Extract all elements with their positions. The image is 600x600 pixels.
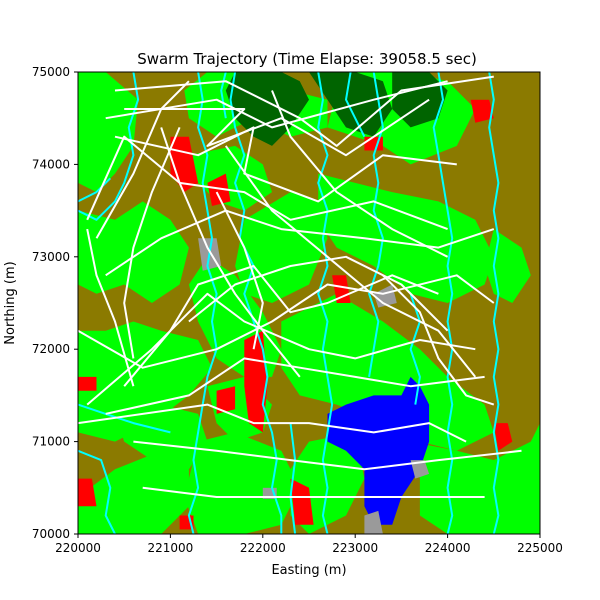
vegetation-patch-16	[78, 81, 106, 119]
fire-patch-2	[244, 330, 268, 433]
x-tick-label-4: 224000	[425, 541, 471, 555]
fire-patch-5	[78, 376, 97, 391]
water-body-0	[327, 376, 430, 525]
boundary-line-1	[229, 72, 283, 534]
y-tick-label-4: 74000	[32, 157, 70, 171]
trajectory-path-11	[133, 440, 522, 471]
y-axis-label: Northing (m)	[3, 261, 18, 344]
trajectory-path-13	[160, 127, 301, 378]
trajectory-path-9	[105, 357, 485, 415]
trajectory-path-14	[95, 80, 190, 239]
trajectory-path-4	[86, 135, 448, 231]
trajectory-path-15	[215, 191, 264, 350]
chart-title: Swarm Trajectory (Time Elapse: 39058.5 s…	[137, 50, 477, 68]
trajectory-path-21	[382, 274, 495, 406]
trajectory-path-10	[78, 403, 467, 443]
trajectory-path-17	[271, 90, 449, 258]
x-axis-label: Easting (m)	[271, 563, 346, 578]
y-tick-label-3: 73000	[32, 250, 70, 264]
rock-patch-2	[364, 510, 383, 534]
fire-patch-7	[290, 478, 314, 525]
fire-patch-6	[78, 478, 97, 507]
vegetation-patch-8	[318, 173, 494, 303]
y-tick-label-2: 72000	[32, 342, 70, 356]
trajectory-path-1	[105, 80, 448, 129]
y-tick-label-0: 70000	[32, 527, 70, 541]
x-tick-label-0: 220000	[55, 541, 101, 555]
fire-patch-3	[216, 386, 236, 414]
boundary-line-5	[488, 72, 500, 534]
fire-patch-11	[470, 99, 494, 123]
boundary-line-7	[78, 403, 171, 434]
trajectory-path-7	[86, 292, 476, 406]
boundary-line-6	[78, 72, 140, 221]
y-tick-label-1: 71000	[32, 435, 70, 449]
boundary-line-3	[368, 72, 384, 378]
rock-patch-3	[410, 460, 430, 479]
trajectory-path-20	[123, 127, 181, 359]
boundary-line-4	[432, 72, 454, 534]
x-tick-label-5: 225000	[517, 541, 563, 555]
trajectory-path-3	[114, 126, 457, 203]
vegetation-patch-10	[281, 293, 494, 451]
trajectory-path-8	[123, 265, 439, 387]
vegetation-patch-6	[235, 192, 328, 303]
plot-frame	[77, 71, 541, 535]
trajectory-path-16	[224, 145, 477, 378]
x-tick-label-3: 223000	[332, 541, 378, 555]
boundary-line-10	[345, 72, 366, 138]
rock-patch-1	[373, 284, 397, 308]
dense-vegetation-patch-1	[309, 72, 393, 137]
dense-vegetation-patch-0	[225, 72, 309, 146]
fire-patch-9	[493, 423, 513, 451]
y-axis: 70000 71000 72000 73000 74000 75000	[32, 65, 78, 541]
fire-patch-1	[207, 173, 231, 206]
boundary-line-8	[78, 177, 112, 203]
dense-vegetation-layer	[225, 72, 448, 442]
boundary-line-13	[78, 449, 116, 534]
water-layer	[327, 376, 430, 525]
trajectory-path-5	[105, 209, 495, 277]
vegetation-patch-15	[410, 423, 540, 534]
vegetation-patch-5	[188, 145, 272, 211]
vegetation-patch-12	[115, 404, 208, 470]
trajectory-path-18	[86, 228, 135, 387]
trajectory-layer	[78, 75, 522, 498]
plot-area	[78, 72, 540, 534]
boundary-line-12	[289, 422, 297, 534]
x-tick-label-2: 222000	[240, 541, 286, 555]
trajectory-path-19	[188, 255, 449, 332]
vegetation-patch-2	[78, 321, 212, 442]
trajectory-path-6	[78, 274, 495, 369]
y-tick-label-5: 75000	[32, 65, 70, 79]
trajectory-path-12	[142, 486, 485, 498]
x-tick-label-1: 221000	[147, 541, 193, 555]
x-axis: 220000 221000 222000 223000 224000 225000	[55, 534, 563, 555]
